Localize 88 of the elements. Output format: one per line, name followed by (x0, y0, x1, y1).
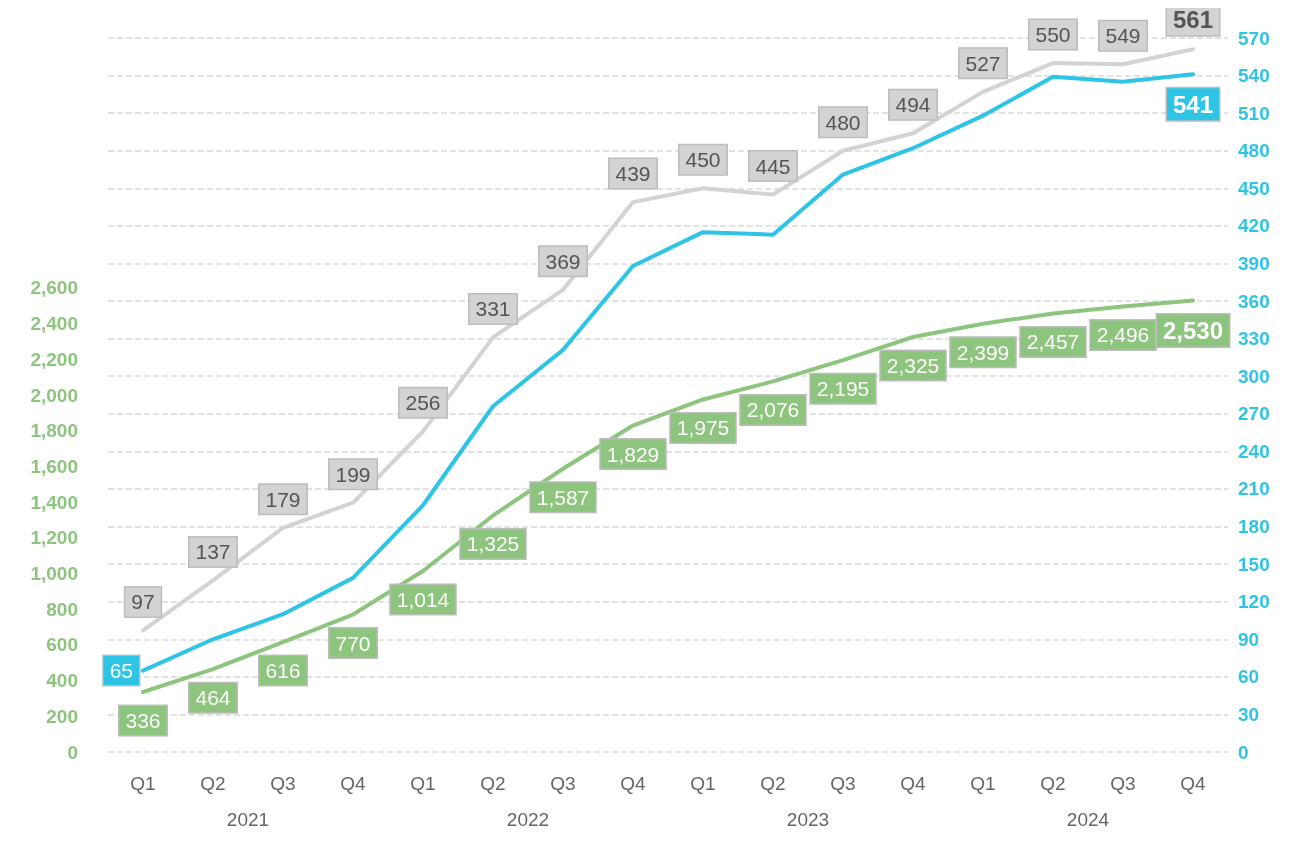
data-label: 1,829 (606, 442, 660, 466)
data-label: 137 (195, 540, 231, 564)
x-tick-label: Q3 (550, 773, 576, 794)
x-tick-label: Q1 (410, 773, 436, 794)
y-tick-label: 2,000 (30, 384, 78, 406)
y-tick-label: 2,400 (30, 313, 78, 335)
x-tick-label: Q3 (830, 773, 856, 794)
data-label: 2,195 (816, 377, 870, 401)
data-label: 2,496 (1096, 323, 1150, 347)
data-label: 179 (265, 487, 301, 511)
y2-tick-label: 0 (1238, 741, 1249, 763)
data-label: 1,975 (676, 416, 730, 440)
data-label: 480 (825, 110, 861, 134)
y-tick-label: 1,800 (30, 420, 78, 442)
y2-tick-label: 210 (1238, 478, 1270, 500)
y-tick-label: 1,000 (30, 563, 78, 584)
y2-tick-label: 300 (1238, 365, 1270, 387)
x-tick-label: Q2 (480, 773, 506, 794)
y2-tick-label: 480 (1238, 140, 1270, 162)
data-label: 541 (1172, 90, 1214, 118)
data-label: 2,530 (1162, 316, 1224, 344)
data-label: 464 (195, 686, 231, 710)
data-label: 1,587 (536, 485, 590, 509)
x-tick-label: Q4 (340, 773, 367, 794)
data-label: 2,076 (746, 398, 800, 422)
data-label: 2,399 (956, 340, 1010, 364)
data-label: 439 (615, 162, 651, 186)
data-label: 199 (335, 462, 371, 486)
x-tick-label: Q1 (970, 773, 996, 794)
y2-tick-label: 270 (1238, 403, 1270, 425)
y-tick-label: 400 (46, 670, 78, 692)
data-label: 770 (335, 631, 371, 655)
y-tick-label: 1,400 (30, 491, 78, 513)
x-tick-label: Q2 (200, 773, 226, 794)
y2-tick-label: 570 (1238, 27, 1270, 49)
y-tick-label: 800 (46, 598, 78, 620)
x-tick-label: Q2 (760, 773, 786, 794)
x-tick-label: Q3 (1110, 773, 1136, 794)
x-tick-label: Q4 (900, 773, 927, 794)
data-label: 1,014 (396, 588, 450, 611)
data-label: 2,457 (1026, 330, 1080, 354)
x-tick-label: Q1 (690, 773, 716, 794)
y-tick-label: 2,600 (30, 277, 78, 299)
data-label: 97 (131, 590, 155, 614)
y2-tick-label: 390 (1238, 252, 1270, 274)
y2-tick-label: 330 (1238, 328, 1270, 350)
text: 2021 (226, 809, 270, 830)
x-tick-label: Q4 (620, 773, 647, 794)
y-tick-label: 0 (67, 741, 78, 763)
y2-tick-label: 510 (1238, 102, 1270, 124)
y-tick-label: 2,200 (30, 348, 78, 370)
x-tick-label: Q3 (270, 773, 296, 794)
y2-tick-label: 150 (1238, 553, 1270, 575)
data-label: 550 (1035, 23, 1071, 47)
text: 2024 (1066, 809, 1110, 830)
data-label: 336 (125, 709, 161, 733)
data-label: 2,325 (886, 353, 940, 377)
data-label: 256 (405, 391, 441, 415)
text: 2023 (786, 809, 830, 830)
y2-tick-label: 420 (1238, 215, 1270, 237)
y2-tick-label: 180 (1238, 516, 1270, 538)
y2-tick-label: 60 (1238, 666, 1260, 688)
y2-tick-label: 30 (1238, 703, 1260, 725)
data-label: 369 (545, 249, 581, 273)
data-label: 527 (965, 51, 1001, 75)
data-label: 331 (475, 297, 511, 321)
y2-tick-label: 90 (1238, 628, 1260, 650)
data-label: 1,325 (466, 532, 520, 556)
data-label: 450 (685, 148, 721, 172)
text: 2022 (506, 809, 550, 830)
x-tick-label: Q1 (130, 773, 156, 794)
data-label: 616 (265, 659, 301, 683)
data-label: 549 (1105, 24, 1141, 48)
x-tick-label: Q4 (1180, 773, 1207, 794)
y2-tick-label: 120 (1238, 591, 1270, 613)
y-tick-label: 600 (46, 634, 78, 656)
y-tick-label: 1,200 (30, 527, 78, 549)
data-label: 561 (1172, 5, 1214, 33)
data-label: 494 (895, 93, 931, 117)
data-label: 445 (755, 154, 791, 178)
y2-tick-label: 540 (1238, 65, 1270, 87)
y2-tick-label: 240 (1238, 440, 1270, 462)
y2-tick-label: 360 (1238, 290, 1270, 312)
y2-tick-label: 450 (1238, 177, 1270, 199)
x-tick-label: Q2 (1040, 773, 1066, 794)
data-label: 65 (109, 659, 133, 683)
y-tick-label: 200 (46, 705, 78, 727)
y-tick-label: 1,600 (30, 455, 78, 477)
